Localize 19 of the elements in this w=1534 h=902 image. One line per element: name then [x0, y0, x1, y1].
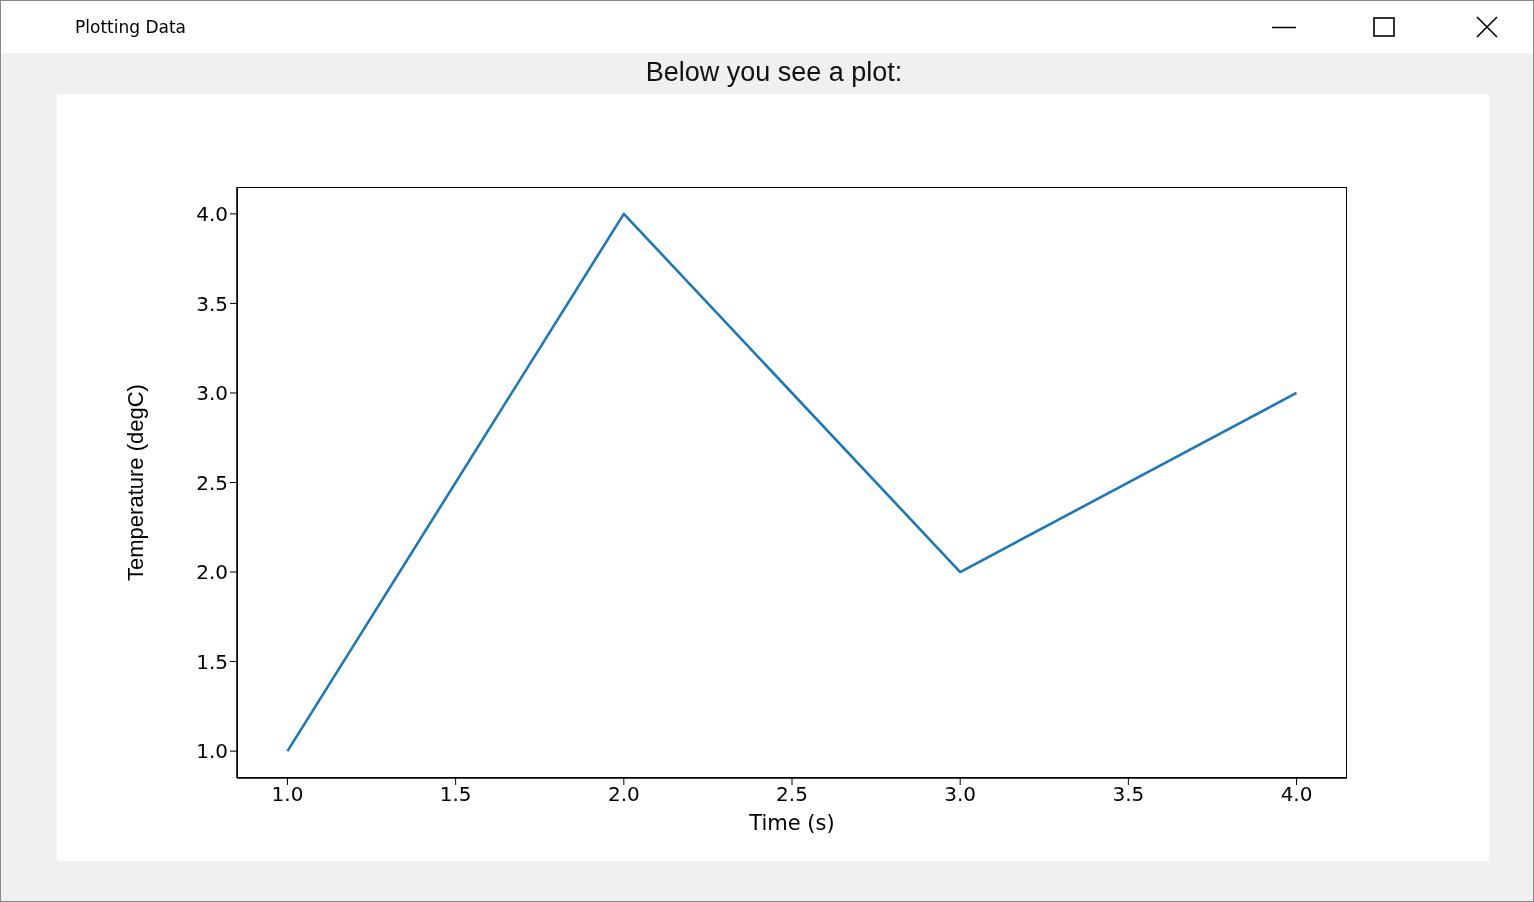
y-tick-label: 3.0: [196, 381, 228, 406]
y-tick-label: 3.5: [196, 291, 228, 316]
line-series: [286, 212, 1298, 753]
x-tick-label: 4.0: [1280, 782, 1313, 807]
chart-title: Plotting Data: [75, 17, 186, 37]
x-axis-title: Time (s): [748, 811, 835, 835]
x-tick-label: 3.0: [944, 782, 977, 807]
x-tick-label: 2.5: [776, 782, 808, 807]
x-tick-label: 1.5: [439, 782, 472, 807]
x-tick-label: 2.0: [607, 782, 640, 807]
x-tick-label: 3.5: [1112, 782, 1145, 807]
y-tick-label: 2.0: [196, 560, 228, 585]
x-tick-label: 1.0: [271, 782, 304, 807]
chart-subtitle: Below you see a plot:: [644, 57, 904, 88]
y-tick-label: 2.5: [196, 470, 228, 495]
y-axis-title: Temperature (degC): [122, 384, 148, 581]
y-tick-label: 1.5: [196, 649, 228, 674]
y-tick-label: 4.0: [196, 201, 228, 226]
y-tick-label: 1.0: [196, 739, 228, 764]
